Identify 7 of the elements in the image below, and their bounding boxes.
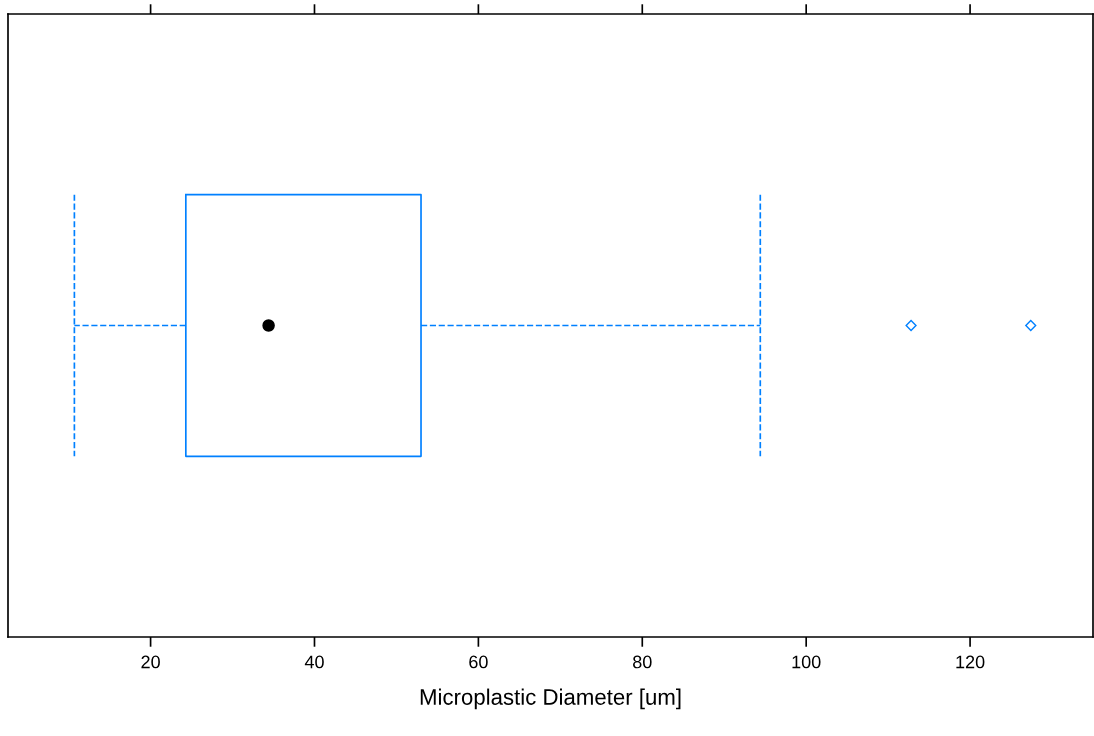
x-tick-label: 60	[469, 655, 488, 669]
x-tick-label: 80	[633, 655, 652, 669]
x-tick-label: 20	[141, 655, 160, 669]
x-tick-label: 120	[956, 655, 985, 669]
x-tick-label: 100	[792, 655, 821, 669]
x-tick-label: 40	[304, 655, 324, 669]
x-axis-title: Microplastic Diameter [um]	[420, 688, 681, 710]
